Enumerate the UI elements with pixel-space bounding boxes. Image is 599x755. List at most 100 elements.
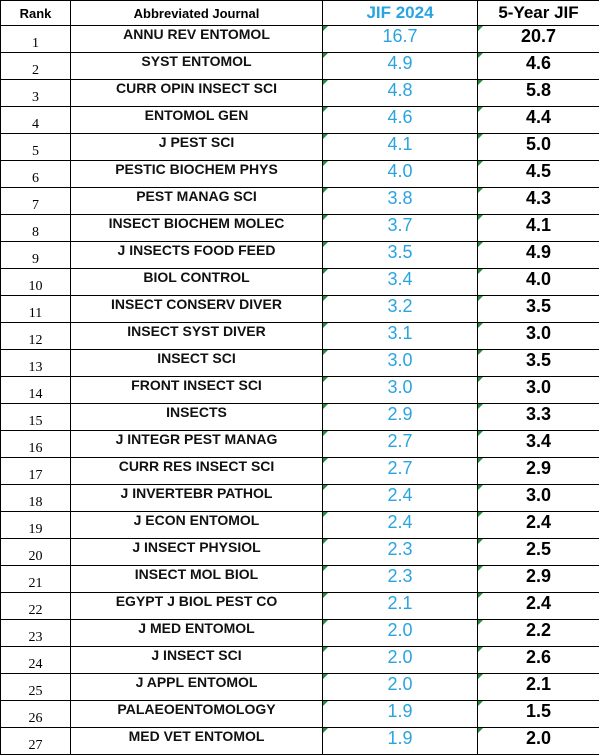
five-year-jif-cell[interactable]: 2.4 [478,512,599,539]
five-year-jif-cell[interactable]: 2.0 [478,728,599,755]
rank-cell[interactable]: 18 [1,485,71,512]
jif-cell[interactable]: 4.6 [323,107,478,134]
rank-cell[interactable]: 27 [1,728,71,755]
rank-cell[interactable]: 22 [1,593,71,620]
five-year-jif-cell[interactable]: 3.0 [478,377,599,404]
journal-cell[interactable]: ANNU REV ENTOMOL [71,26,323,53]
journal-cell[interactable]: J INVERTEBR PATHOL [71,485,323,512]
jif-cell[interactable]: 4.1 [323,134,478,161]
rank-cell[interactable]: 13 [1,350,71,377]
journal-cell[interactable]: FRONT INSECT SCI [71,377,323,404]
five-year-jif-cell[interactable]: 4.1 [478,215,599,242]
rank-cell[interactable]: 11 [1,296,71,323]
jif-cell[interactable]: 4.0 [323,161,478,188]
five-year-jif-cell[interactable]: 3.5 [478,350,599,377]
jif-cell[interactable]: 2.7 [323,431,478,458]
journal-cell[interactable]: J INTEGR PEST MANAG [71,431,323,458]
rank-cell[interactable]: 1 [1,26,71,53]
five-year-jif-cell[interactable]: 5.8 [478,80,599,107]
five-year-jif-cell[interactable]: 2.4 [478,593,599,620]
journal-cell[interactable]: J MED ENTOMOL [71,620,323,647]
jif-cell[interactable]: 2.4 [323,485,478,512]
rank-cell[interactable]: 3 [1,80,71,107]
journal-cell[interactable]: BIOL CONTROL [71,269,323,296]
jif-cell[interactable]: 3.8 [323,188,478,215]
journal-cell[interactable]: CURR OPIN INSECT SCI [71,80,323,107]
jif-cell[interactable]: 2.0 [323,647,478,674]
rank-cell[interactable]: 17 [1,458,71,485]
rank-cell[interactable]: 7 [1,188,71,215]
five-year-jif-cell[interactable]: 2.1 [478,674,599,701]
jif-cell[interactable]: 3.5 [323,242,478,269]
jif-cell[interactable]: 2.9 [323,404,478,431]
jif-cell[interactable]: 2.0 [323,674,478,701]
jif-cell[interactable]: 2.0 [323,620,478,647]
journal-cell[interactable]: MED VET ENTOMOL [71,728,323,755]
journal-cell[interactable]: INSECT BIOCHEM MOLEC [71,215,323,242]
journal-cell[interactable]: PESTIC BIOCHEM PHYS [71,161,323,188]
five-year-jif-cell[interactable]: 2.2 [478,620,599,647]
header-rank[interactable]: Rank [1,1,71,26]
header-jif-2024[interactable]: JIF 2024 [323,1,478,26]
five-year-jif-cell[interactable]: 5.0 [478,134,599,161]
rank-cell[interactable]: 6 [1,161,71,188]
jif-cell[interactable]: 2.3 [323,566,478,593]
jif-cell[interactable]: 4.8 [323,80,478,107]
five-year-jif-cell[interactable]: 4.3 [478,188,599,215]
five-year-jif-cell[interactable]: 3.4 [478,431,599,458]
journal-cell[interactable]: J INSECT PHYSIOL [71,539,323,566]
rank-cell[interactable]: 25 [1,674,71,701]
journal-cell[interactable]: INSECTS [71,404,323,431]
journal-cell[interactable]: CURR RES INSECT SCI [71,458,323,485]
five-year-jif-cell[interactable]: 4.5 [478,161,599,188]
five-year-jif-cell[interactable]: 20.7 [478,26,599,53]
rank-cell[interactable]: 9 [1,242,71,269]
rank-cell[interactable]: 2 [1,53,71,80]
jif-cell[interactable]: 1.9 [323,728,478,755]
journal-cell[interactable]: J INSECT SCI [71,647,323,674]
header-journal[interactable]: Abbreviated Journal [71,1,323,26]
rank-cell[interactable]: 20 [1,539,71,566]
five-year-jif-cell[interactable]: 4.9 [478,242,599,269]
rank-cell[interactable]: 24 [1,647,71,674]
five-year-jif-cell[interactable]: 2.9 [478,566,599,593]
jif-cell[interactable]: 2.7 [323,458,478,485]
rank-cell[interactable]: 14 [1,377,71,404]
rank-cell[interactable]: 4 [1,107,71,134]
journal-cell[interactable]: J APPL ENTOMOL [71,674,323,701]
jif-cell[interactable]: 3.1 [323,323,478,350]
journal-cell[interactable]: PEST MANAG SCI [71,188,323,215]
journal-cell[interactable]: J PEST SCI [71,134,323,161]
journal-cell[interactable]: INSECT SYST DIVER [71,323,323,350]
journal-cell[interactable]: EGYPT J BIOL PEST CO [71,593,323,620]
five-year-jif-cell[interactable]: 2.6 [478,647,599,674]
jif-cell[interactable]: 1.9 [323,701,478,728]
journal-cell[interactable]: J ECON ENTOMOL [71,512,323,539]
journal-cell[interactable]: INSECT SCI [71,350,323,377]
jif-cell[interactable]: 4.9 [323,53,478,80]
five-year-jif-cell[interactable]: 2.9 [478,458,599,485]
jif-cell[interactable]: 3.7 [323,215,478,242]
rank-cell[interactable]: 23 [1,620,71,647]
jif-cell[interactable]: 16.7 [323,26,478,53]
five-year-jif-cell[interactable]: 4.0 [478,269,599,296]
jif-cell[interactable]: 3.0 [323,377,478,404]
jif-cell[interactable]: 2.3 [323,539,478,566]
rank-cell[interactable]: 10 [1,269,71,296]
jif-cell[interactable]: 2.4 [323,512,478,539]
rank-cell[interactable]: 15 [1,404,71,431]
journal-cell[interactable]: ENTOMOL GEN [71,107,323,134]
rank-cell[interactable]: 21 [1,566,71,593]
rank-cell[interactable]: 19 [1,512,71,539]
five-year-jif-cell[interactable]: 4.6 [478,53,599,80]
five-year-jif-cell[interactable]: 2.5 [478,539,599,566]
five-year-jif-cell[interactable]: 3.0 [478,485,599,512]
five-year-jif-cell[interactable]: 3.5 [478,296,599,323]
journal-cell[interactable]: SYST ENTOMOL [71,53,323,80]
journal-cell[interactable]: PALAEOENTOMOLOGY [71,701,323,728]
rank-cell[interactable]: 8 [1,215,71,242]
journal-cell[interactable]: INSECT CONSERV DIVER [71,296,323,323]
rank-cell[interactable]: 26 [1,701,71,728]
header-five-year-jif[interactable]: 5-Year JIF [478,1,599,26]
jif-cell[interactable]: 3.0 [323,350,478,377]
